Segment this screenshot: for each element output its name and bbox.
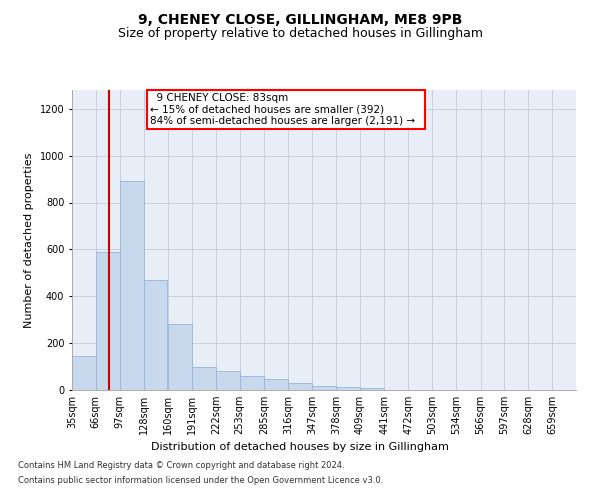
Bar bbox=[360, 388, 383, 390]
Bar bbox=[312, 386, 336, 390]
Text: Distribution of detached houses by size in Gillingham: Distribution of detached houses by size … bbox=[151, 442, 449, 452]
Bar bbox=[120, 182, 143, 390]
Bar bbox=[143, 280, 167, 390]
Text: Contains public sector information licensed under the Open Government Licence v3: Contains public sector information licen… bbox=[18, 476, 383, 485]
Bar bbox=[72, 356, 96, 390]
Bar bbox=[168, 324, 192, 390]
Bar bbox=[240, 376, 263, 390]
Bar bbox=[96, 252, 120, 390]
Bar bbox=[336, 387, 360, 390]
Bar bbox=[216, 371, 240, 390]
Text: Size of property relative to detached houses in Gillingham: Size of property relative to detached ho… bbox=[118, 28, 482, 40]
Bar bbox=[192, 366, 216, 390]
Text: 9 CHENEY CLOSE: 83sqm
← 15% of detached houses are smaller (392)
84% of semi-det: 9 CHENEY CLOSE: 83sqm ← 15% of detached … bbox=[150, 93, 422, 126]
Text: 9, CHENEY CLOSE, GILLINGHAM, ME8 9PB: 9, CHENEY CLOSE, GILLINGHAM, ME8 9PB bbox=[138, 12, 462, 26]
Bar bbox=[265, 379, 288, 390]
Bar bbox=[288, 382, 312, 390]
Y-axis label: Number of detached properties: Number of detached properties bbox=[24, 152, 34, 328]
Text: Contains HM Land Registry data © Crown copyright and database right 2024.: Contains HM Land Registry data © Crown c… bbox=[18, 461, 344, 470]
